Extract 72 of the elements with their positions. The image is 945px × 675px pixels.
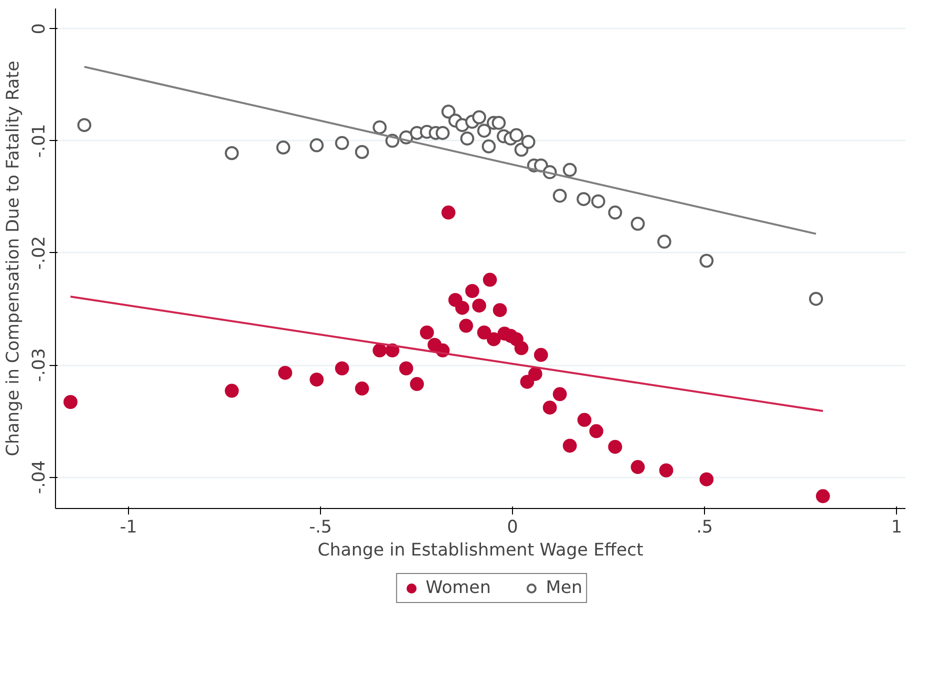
x-tick-label: -.5: [309, 518, 332, 538]
point: [278, 366, 292, 380]
point: [224, 146, 239, 160]
legend-label: Women: [426, 578, 491, 598]
point: [372, 343, 387, 358]
point: [509, 128, 524, 142]
point: [355, 382, 370, 396]
point: [310, 138, 324, 152]
point: [591, 194, 606, 208]
legend-label: Men: [546, 578, 582, 598]
y-tick-label: -.03: [30, 348, 50, 382]
point: [492, 116, 506, 130]
point: [608, 206, 622, 220]
point: [576, 192, 591, 206]
point: [577, 412, 592, 427]
y-tick-label: -.04: [30, 460, 50, 494]
y-tick-label: -.01: [30, 124, 50, 158]
x-axis-title: Change in Establishment Wage Effect: [318, 540, 644, 560]
point: [589, 424, 604, 438]
point: [276, 140, 290, 154]
point: [63, 395, 78, 409]
point: [472, 110, 486, 124]
y-tick-label: -.02: [30, 236, 50, 270]
point: [630, 216, 645, 231]
point: [482, 139, 496, 154]
point: [809, 292, 824, 306]
point: [520, 374, 534, 389]
point: [436, 126, 450, 140]
point: [528, 366, 542, 381]
point: [482, 272, 497, 287]
point: [521, 134, 536, 149]
point: [460, 132, 474, 146]
point: [477, 326, 492, 340]
point: [77, 118, 92, 132]
point: [659, 463, 674, 478]
point: [459, 318, 474, 333]
point: [441, 206, 456, 220]
x-tick-label: 1: [891, 518, 902, 538]
point: [310, 372, 324, 387]
point: [700, 472, 714, 486]
point: [441, 104, 456, 119]
point: [630, 460, 645, 474]
point: [420, 326, 434, 340]
point: [372, 120, 387, 134]
point: [552, 188, 567, 203]
point: [465, 284, 480, 298]
point: [399, 361, 414, 376]
x-tick-label: 0: [507, 518, 518, 538]
point: [562, 438, 577, 453]
point: [455, 300, 470, 315]
point: [657, 234, 672, 249]
point: [472, 298, 486, 313]
point: [542, 400, 557, 415]
point: [410, 377, 424, 392]
point: [534, 348, 548, 362]
point: [608, 440, 622, 454]
point: [514, 341, 528, 356]
point: [335, 136, 350, 150]
y-tick-label: 0: [30, 23, 50, 34]
point: [816, 489, 830, 504]
x-tick-label: -1: [120, 518, 138, 538]
point: [355, 145, 370, 159]
point: [477, 124, 492, 138]
x-tick-label: .5: [696, 518, 713, 538]
point: [486, 332, 501, 346]
y-axis-title: Change in Compensation Due to Fatality Rate: [4, 60, 24, 456]
point: [552, 387, 567, 402]
point: [700, 254, 714, 268]
point: [224, 384, 239, 398]
point: [492, 303, 507, 318]
point: [335, 361, 350, 376]
point: [562, 162, 577, 177]
